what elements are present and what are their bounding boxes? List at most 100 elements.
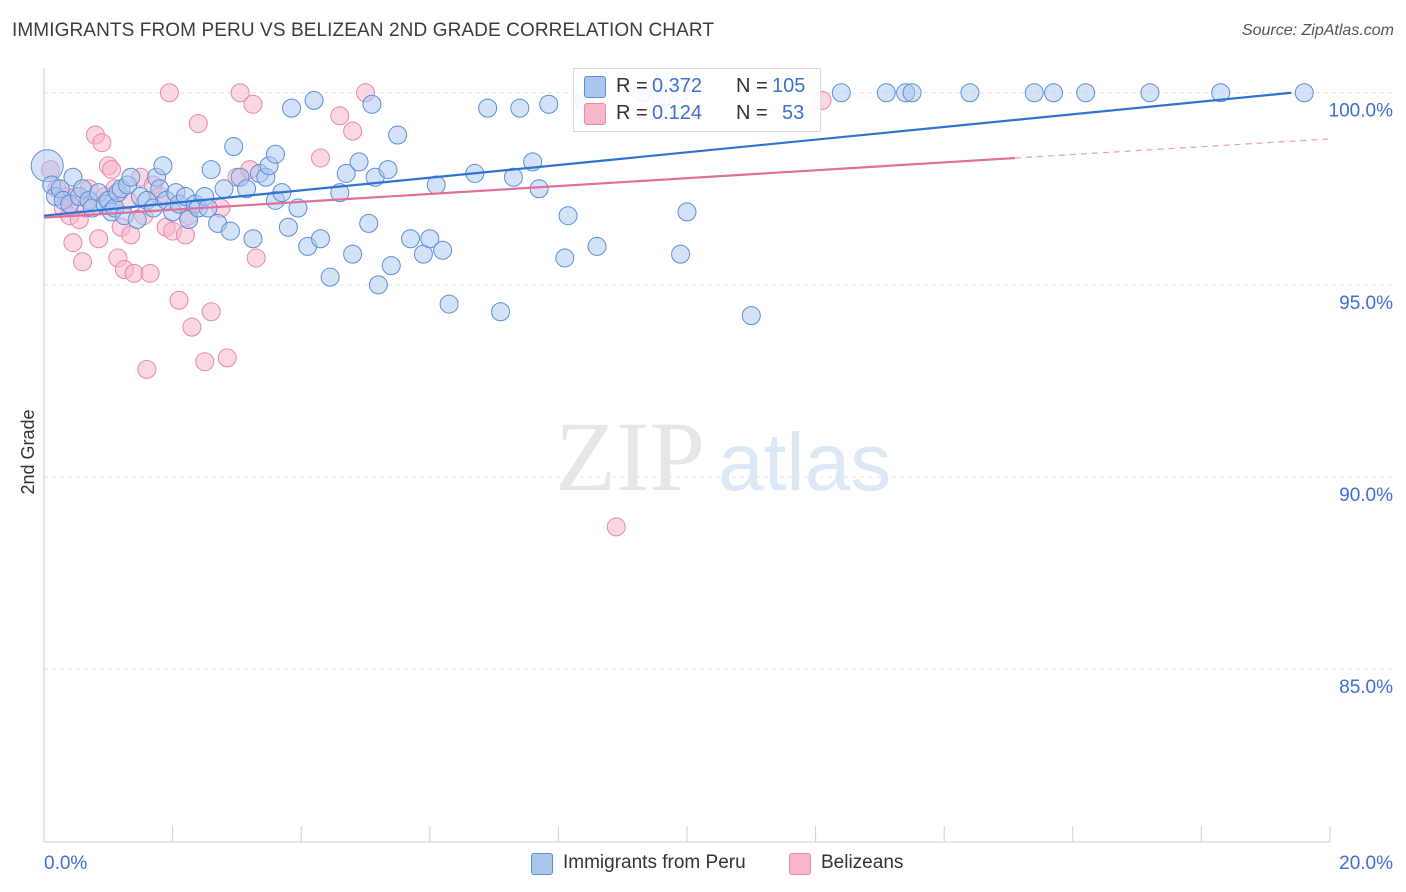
belizean-point [124, 263, 144, 283]
belizean-point [343, 121, 363, 141]
peru-point [741, 306, 761, 326]
belizean-point [102, 160, 122, 180]
peru-point [237, 179, 257, 199]
source-credit: Source: ZipAtlas.com [1241, 22, 1394, 39]
peru-point [558, 206, 578, 226]
belizean-point [175, 225, 195, 245]
belizean-point [606, 517, 626, 537]
stats-legend: R = 0.372 N = 105 R = 0.124 N = 53 [573, 68, 821, 132]
belizean-point [137, 359, 157, 379]
peru-point [224, 137, 244, 157]
peru-swatch [584, 76, 606, 98]
peru-point [265, 144, 285, 164]
r-label: R = [616, 75, 648, 97]
n-label: N = [736, 75, 768, 97]
peru-point [960, 83, 980, 103]
belize-legend-label: Belizeans [821, 852, 904, 873]
peru-point [420, 229, 440, 249]
n-value: 53 [782, 102, 805, 124]
peru-point [510, 98, 530, 118]
belizean-point [201, 302, 221, 322]
belizean-point [243, 94, 263, 114]
peru-point [1294, 83, 1314, 103]
belizeans-trend-line [43, 156, 1015, 219]
peru-point [320, 267, 340, 287]
peru-point [288, 198, 308, 218]
peru-point [503, 167, 523, 187]
peru-point [359, 213, 379, 233]
y-tick-label: 100.0% [1329, 101, 1394, 122]
peru-legend-swatch [531, 853, 553, 875]
peru-point [201, 160, 221, 180]
peru-point [1044, 83, 1064, 103]
peru-point [876, 83, 896, 103]
belizean-point [217, 348, 237, 368]
belizean-point [92, 133, 112, 153]
peru-point [349, 152, 369, 172]
peru-point [439, 294, 459, 314]
chart-title: IMMIGRANTS FROM PERU VS BELIZEAN 2ND GRA… [12, 20, 715, 41]
peru-point [491, 302, 511, 322]
belizean-point [140, 263, 160, 283]
belizean-point [330, 106, 350, 126]
trend-lines [43, 91, 1331, 219]
peru-point [343, 244, 363, 264]
peru-point [902, 83, 922, 103]
peru-point [153, 156, 173, 176]
peru-point [243, 229, 263, 249]
y-tick-label: 90.0% [1339, 485, 1393, 506]
watermark-zip: ZIP [555, 401, 705, 512]
y-tick-label: 85.0% [1339, 677, 1393, 698]
peru-point [1211, 83, 1231, 103]
belize-swatch [584, 103, 606, 125]
peru-point [381, 256, 401, 276]
peru-point [587, 236, 607, 256]
peru-point [831, 83, 851, 103]
peru-legend-label: Immigrants from Peru [563, 852, 746, 873]
peru-point [278, 217, 298, 237]
belizean-point [63, 233, 83, 253]
peru-point [304, 90, 324, 110]
y-tick-label: 95.0% [1339, 293, 1393, 314]
peru-point [401, 229, 421, 249]
r-value: 0.372 [652, 75, 703, 97]
peru-point [388, 125, 408, 145]
peru-trend-line [43, 91, 1292, 217]
axes [43, 68, 1331, 843]
peru-points [30, 83, 1314, 326]
peru-point [478, 98, 498, 118]
peru-point [555, 248, 575, 268]
stats-row-peru: R = 0.372 N = 105 [584, 75, 814, 99]
n-label: N = [736, 102, 768, 124]
watermark-atlas: atlas [718, 417, 891, 508]
peru-point [1140, 83, 1160, 103]
peru-point [127, 210, 147, 230]
x-tick-label: 0.0% [44, 853, 87, 874]
peru-point [310, 229, 330, 249]
peru-point [330, 183, 350, 203]
peru-point [214, 179, 234, 199]
peru-point [1024, 83, 1044, 103]
belizean-point [246, 248, 266, 268]
belizean-point [73, 252, 93, 272]
stats-row-belize: R = 0.124 N = 53 [584, 102, 814, 126]
peru-point [368, 275, 388, 295]
belizean-point [89, 229, 109, 249]
x-tick-label: 20.0% [1339, 853, 1393, 874]
belizean-point [159, 83, 179, 103]
belizean-point [182, 317, 202, 337]
belizean-point [195, 352, 215, 372]
peru-point [539, 94, 559, 114]
peru-point [378, 160, 398, 180]
peru-point [529, 179, 549, 199]
belizean-point [188, 113, 208, 133]
peru-point [336, 163, 356, 183]
peru-point [433, 240, 453, 260]
peru-point [1076, 83, 1096, 103]
belizean-point [230, 83, 250, 103]
peru-point [671, 244, 691, 264]
watermark: ZIP atlas [555, 401, 891, 512]
r-value: 0.124 [652, 102, 703, 124]
belizean-point [169, 290, 189, 310]
